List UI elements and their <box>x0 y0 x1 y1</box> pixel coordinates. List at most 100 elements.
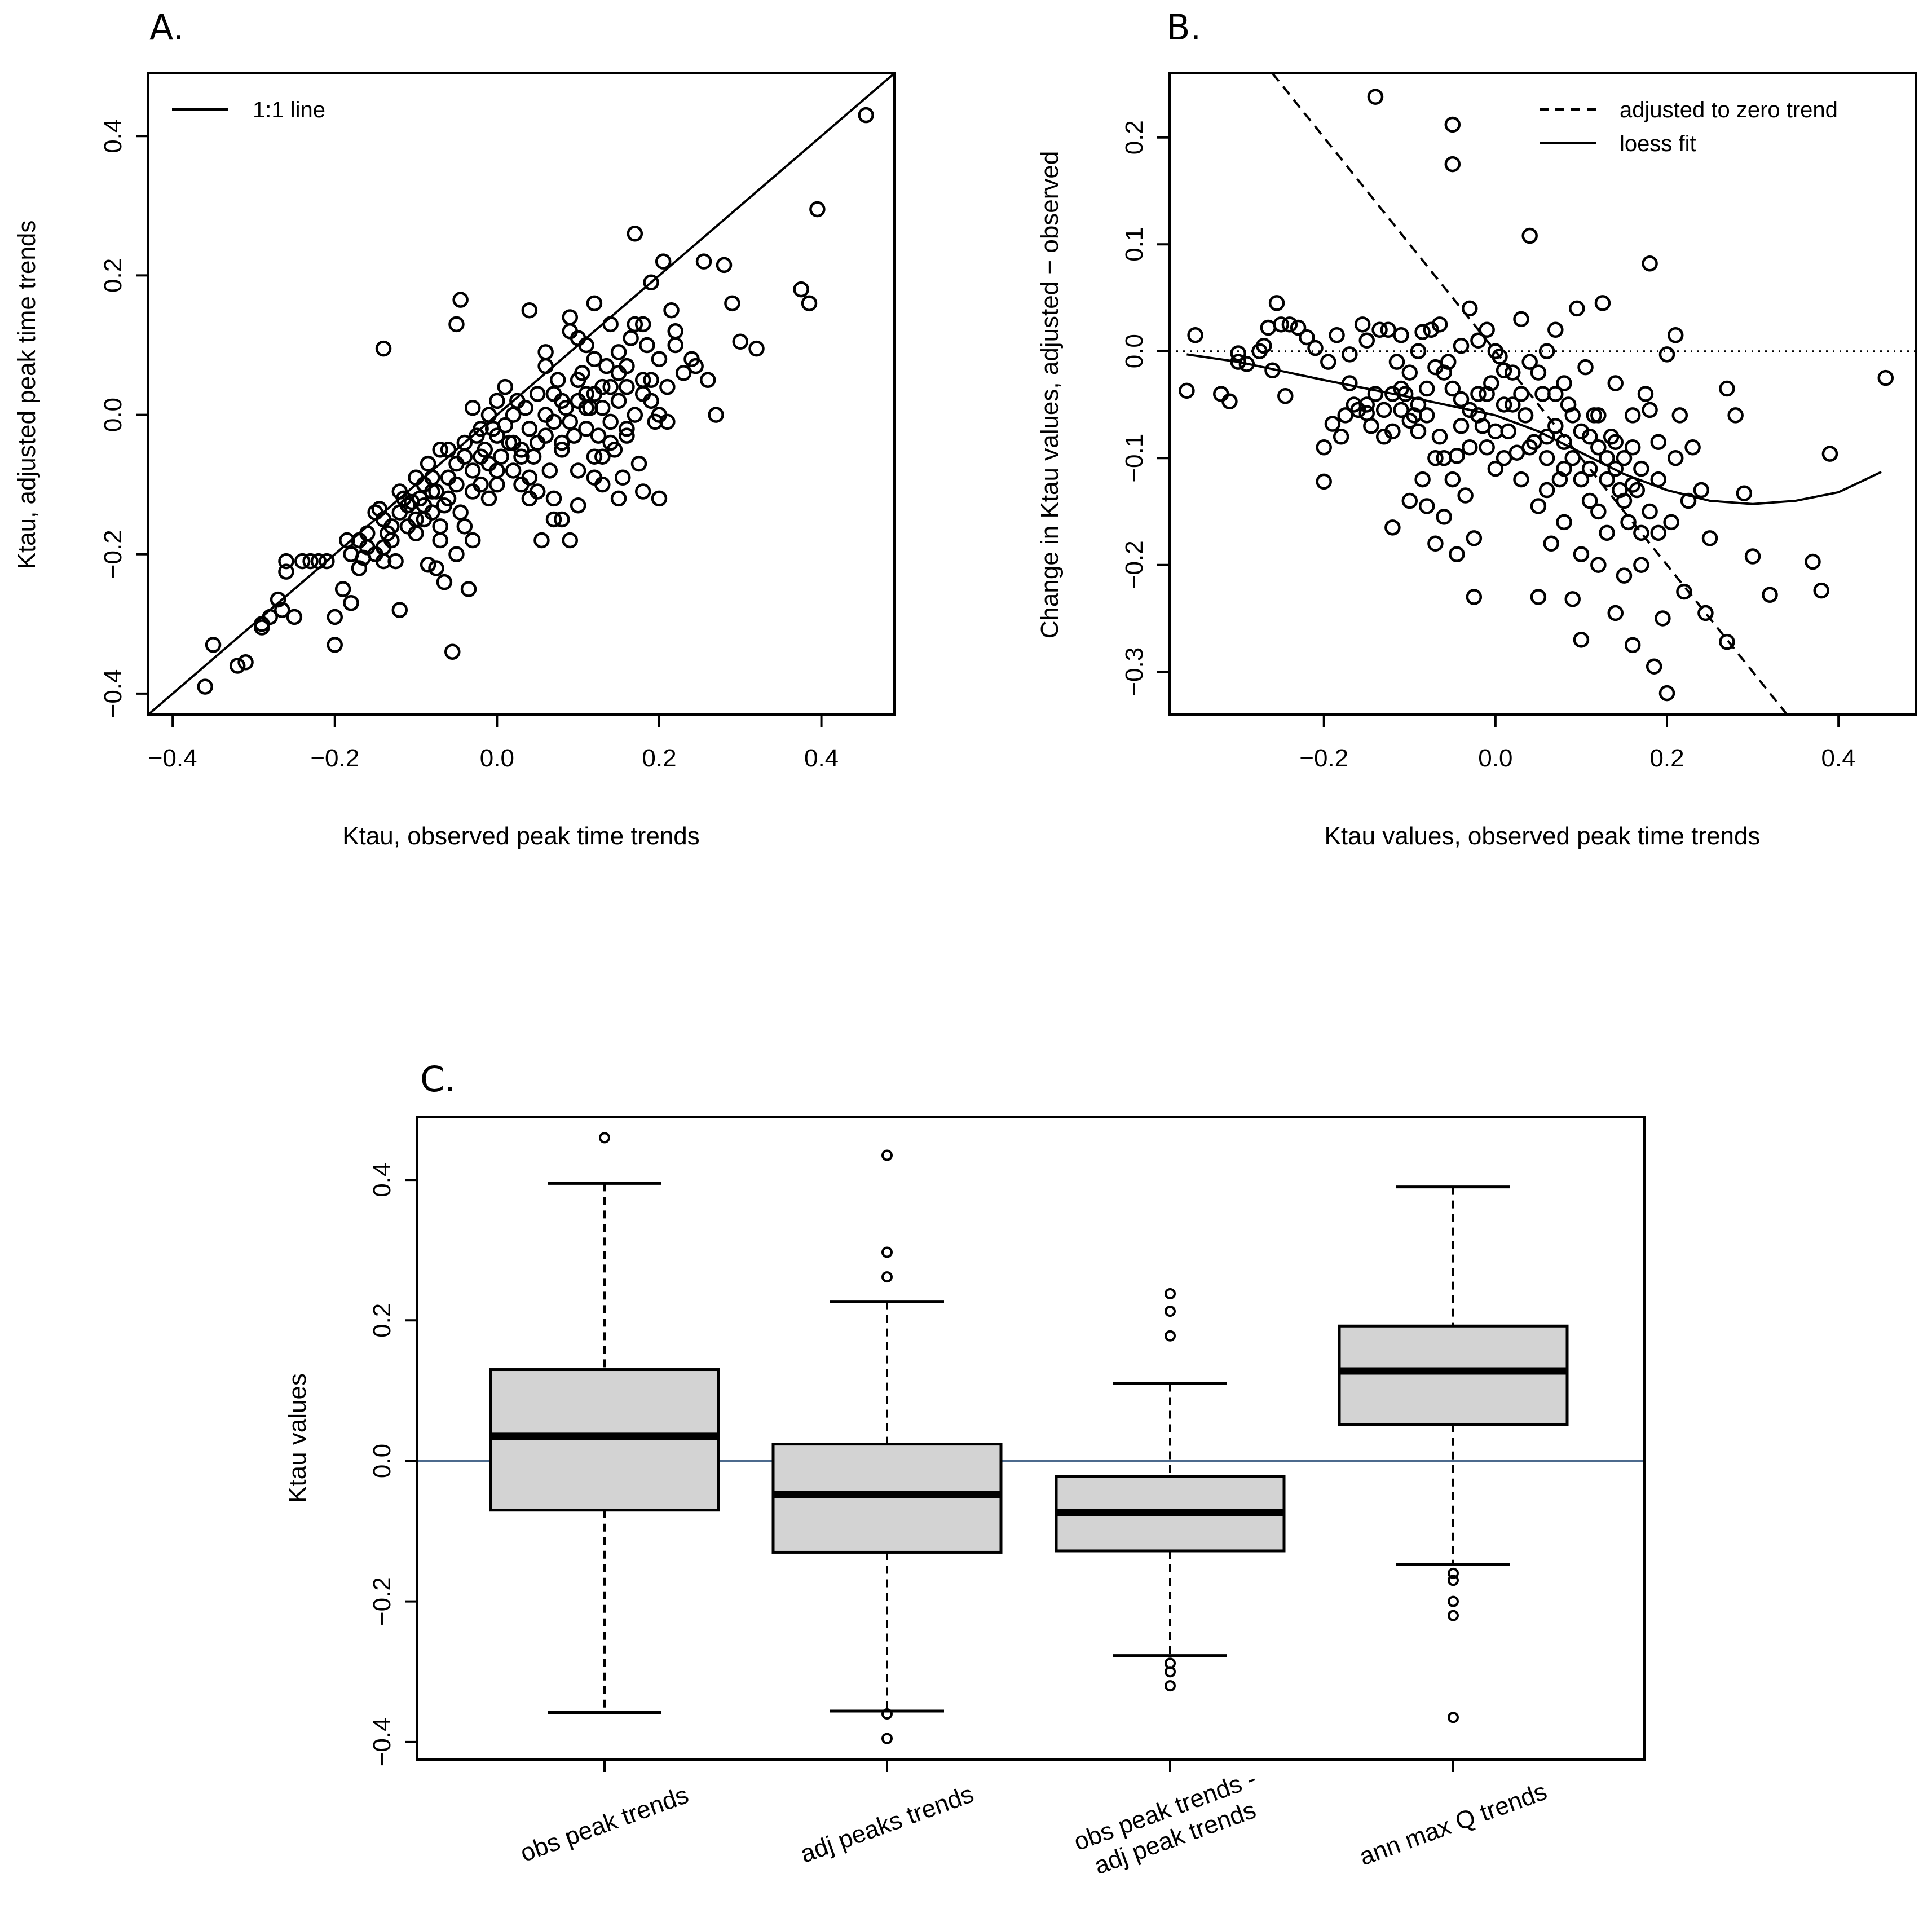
panel-b-point <box>1624 637 1641 654</box>
panel-a-point <box>375 340 392 357</box>
panel-c-outlier <box>881 1149 893 1161</box>
panel-a-point <box>651 490 668 507</box>
panel-c-y-axis-label: Ktau values <box>284 1373 311 1503</box>
panel-b-point <box>1607 460 1624 477</box>
panel-a-point <box>505 434 522 451</box>
panel-b-point <box>1521 354 1538 370</box>
panel-a-point <box>602 378 619 395</box>
panel-a-y-tick-label: 0.2 <box>99 258 127 293</box>
panel-b-point <box>1513 386 1529 402</box>
panel-b-y-tick-label: 0.0 <box>1121 334 1148 368</box>
panel-a-point <box>391 602 408 618</box>
panel-b-point <box>1444 116 1461 133</box>
panel-a-y-axis-label: Ktau, adjusted peak time trends <box>13 221 41 570</box>
panel-a-y-tick-label: −0.4 <box>99 669 127 718</box>
panel-a-point <box>302 553 319 570</box>
panel-b-point <box>1290 319 1307 336</box>
panel-a-point <box>254 619 270 636</box>
panel-b-point <box>1427 535 1444 552</box>
panel-a-legend: 1:1 line <box>172 98 325 122</box>
panel-c-outlier <box>1165 1666 1176 1678</box>
panel-b-point <box>1418 498 1435 514</box>
panel-b-point <box>1727 407 1744 424</box>
panel-a-x-tick-label: 0.0 <box>480 744 514 772</box>
panel-a-point <box>651 407 668 423</box>
panel-a-point <box>748 340 765 357</box>
panel-a-point <box>270 591 286 608</box>
panel-a-point <box>663 302 680 319</box>
panel-a-point <box>732 333 749 350</box>
panel-a-point <box>716 257 733 274</box>
panel-b-point <box>1461 300 1478 317</box>
panel-a-point <box>420 557 436 573</box>
panel-b-point <box>1436 364 1452 381</box>
panel-a-plot-frame <box>147 72 896 716</box>
panel-a-point <box>334 581 351 597</box>
panel-b-point <box>1418 380 1435 397</box>
panel-a-point <box>570 497 586 514</box>
panel-a-point <box>619 358 635 374</box>
panel-b-point <box>1637 386 1654 402</box>
panel-a-point <box>327 609 343 625</box>
panel-b-point <box>1642 255 1658 272</box>
panel-b-point <box>1658 685 1675 702</box>
panel-a-x-tick-label: −0.2 <box>310 744 359 772</box>
panel-a-point <box>205 637 222 653</box>
panel-a-point <box>554 434 570 451</box>
panel-a-point <box>619 427 635 444</box>
panel-a-legend-label: 1:1 line <box>253 98 325 122</box>
panel-b-point <box>1564 449 1581 466</box>
panel-a-point <box>578 421 594 437</box>
panel-b-point <box>1281 316 1298 333</box>
panel-b-point <box>1342 346 1358 363</box>
panel-b-point <box>1268 295 1285 311</box>
panel-c-outlier <box>1165 1330 1176 1342</box>
panel-c-outlier <box>1165 1306 1176 1317</box>
panel-b-point <box>1401 364 1418 381</box>
panel-b-x-tick-label: 0.0 <box>1478 744 1512 772</box>
panel-a-y-tick-label: 0.0 <box>99 398 127 432</box>
panel-c-outlier <box>1448 1595 1459 1607</box>
panel-a-point <box>505 462 522 479</box>
panel-b-point <box>1418 407 1435 424</box>
panel-b-point <box>1616 449 1633 466</box>
panel-b-point <box>1573 471 1590 488</box>
panel-a-point <box>278 563 294 580</box>
panel-c-y-axis: −0.4 −0.2 0.0 0.2 0.4 <box>368 1163 417 1766</box>
panel-c-outlier <box>881 1733 893 1744</box>
panel-a-point <box>530 434 546 451</box>
panel-b-point <box>1590 407 1607 424</box>
panel-b-point <box>1320 354 1336 370</box>
panel-b-point <box>1581 460 1598 477</box>
panel-b-point <box>1470 407 1487 424</box>
panel-c-box-4 <box>1338 1185 1569 1723</box>
panel-a-point <box>464 532 481 549</box>
panel-b-point <box>1543 535 1559 552</box>
panel-b-point <box>1470 332 1487 349</box>
panel-a-point <box>598 358 615 374</box>
panel-b-point <box>1538 482 1555 499</box>
panel-b-point <box>1569 300 1585 317</box>
panel-a-point <box>319 553 335 570</box>
panel-b-point <box>1821 446 1838 462</box>
panel-a-point <box>339 532 355 549</box>
panel-b-x-axis: −0.2 0.0 0.2 0.4 <box>1299 715 1856 772</box>
panel-a-point <box>590 427 607 444</box>
panel-a-point <box>630 455 647 472</box>
panel-a-point <box>634 316 651 333</box>
panel-b-point <box>1676 583 1692 600</box>
panel-b-point <box>1299 329 1315 346</box>
panel-b-point <box>1187 327 1203 343</box>
panel-b-point <box>1436 509 1452 525</box>
panel-b: B. −0.2 0.0 0.2 0.4 −0.3 −0.2 −0.1 0.0 0.1 0.2 a… <box>1036 7 1917 850</box>
panel-b-point <box>1380 321 1397 338</box>
panel-b-point <box>1479 386 1495 402</box>
panel-b-point <box>1470 386 1487 402</box>
panel-a-point <box>602 413 619 430</box>
panel-a-point <box>436 574 453 590</box>
panel-b-point <box>1521 227 1538 244</box>
panel-a-point <box>464 462 481 479</box>
panel-a-point <box>278 553 294 570</box>
panel-a-point <box>448 476 465 493</box>
